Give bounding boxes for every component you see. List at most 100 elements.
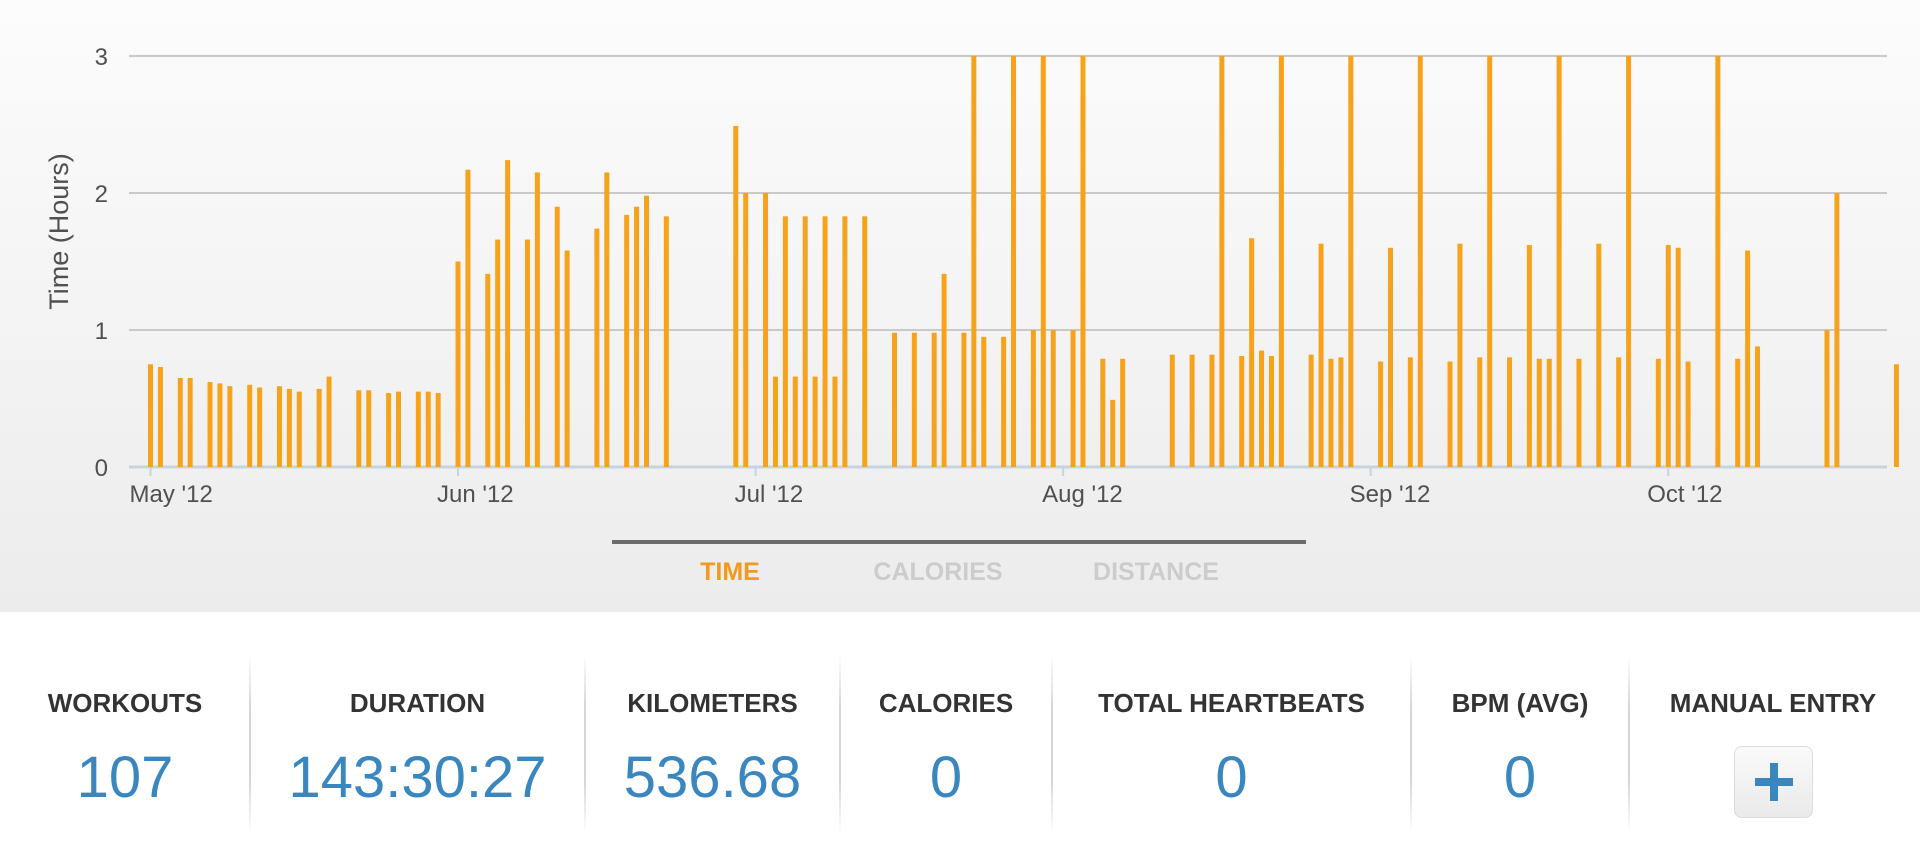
bar bbox=[495, 239, 501, 467]
bar bbox=[286, 388, 292, 467]
bar bbox=[1487, 56, 1493, 467]
bar bbox=[1259, 350, 1265, 467]
tab-calories[interactable]: CALORIES bbox=[873, 558, 1003, 586]
x-tick-label: Jun '12 bbox=[437, 481, 514, 508]
plus-icon bbox=[1754, 763, 1793, 801]
bar bbox=[564, 250, 570, 467]
y-tick-label: 1 bbox=[95, 318, 108, 345]
tab-time[interactable]: TIME bbox=[700, 558, 760, 586]
tab-indicator-bar bbox=[612, 540, 1306, 544]
bar bbox=[634, 206, 640, 467]
stat-calories: CALORIES 0 bbox=[841, 612, 1051, 843]
bar bbox=[1070, 330, 1076, 467]
manual-entry-label: MANUAL ENTRY bbox=[1669, 688, 1877, 718]
stat-bpm-avg: BPM (AVG) 0 bbox=[1412, 612, 1628, 843]
bpm-avg-value: 0 bbox=[1503, 745, 1537, 810]
stat-duration: DURATION 143:30:27 bbox=[251, 612, 584, 843]
kilometers-label: KILOMETERS bbox=[627, 688, 798, 718]
duration-label: DURATION bbox=[349, 688, 486, 718]
bar bbox=[296, 391, 302, 467]
bar bbox=[554, 206, 560, 467]
bar bbox=[624, 214, 630, 467]
stat-total-heartbeats: TOTAL HEARTBEATS 0 bbox=[1053, 612, 1410, 843]
bar bbox=[763, 193, 769, 467]
bar bbox=[1616, 357, 1622, 467]
bar bbox=[1596, 243, 1602, 467]
bar bbox=[1040, 56, 1046, 467]
bar bbox=[316, 388, 322, 467]
bar bbox=[1407, 357, 1413, 467]
bar bbox=[604, 172, 610, 467]
bar bbox=[1120, 358, 1126, 467]
bar bbox=[415, 391, 421, 467]
workouts-value: 107 bbox=[76, 745, 174, 810]
bar bbox=[1001, 336, 1007, 467]
bar bbox=[931, 332, 937, 467]
bar bbox=[485, 273, 491, 467]
bar bbox=[1556, 56, 1562, 467]
divider bbox=[249, 654, 251, 834]
bar bbox=[1030, 330, 1036, 467]
bar bbox=[1318, 243, 1324, 467]
bar bbox=[1268, 356, 1274, 467]
stats-bar: WORKOUTS 107 DURATION 143:30:27 KILOMETE… bbox=[0, 612, 1920, 843]
bar bbox=[594, 228, 600, 467]
bar bbox=[386, 393, 392, 467]
bar bbox=[1338, 357, 1344, 467]
bar bbox=[782, 216, 788, 467]
bar bbox=[822, 216, 828, 467]
workouts-label: WORKOUTS bbox=[47, 688, 203, 718]
chart-panel: 0 1 2 3 May '12 Jun '12 Jul '12 Aug '12 Sep '12 O… bbox=[0, 0, 1920, 612]
calories-value: 0 bbox=[929, 745, 963, 810]
bar bbox=[1893, 364, 1899, 467]
bar bbox=[207, 382, 213, 467]
bar bbox=[435, 393, 441, 467]
divider bbox=[1051, 654, 1053, 834]
bar bbox=[1457, 243, 1463, 467]
bar bbox=[177, 377, 183, 467]
bar bbox=[1080, 56, 1086, 467]
x-tick-label: May '12 bbox=[130, 481, 213, 508]
bar bbox=[227, 386, 233, 467]
bar bbox=[663, 216, 669, 467]
bar bbox=[1546, 358, 1552, 467]
bar bbox=[326, 376, 332, 467]
bar bbox=[1328, 358, 1334, 467]
bar bbox=[1209, 354, 1215, 467]
bar bbox=[1100, 358, 1106, 467]
stat-workouts: WORKOUTS 107 bbox=[0, 612, 250, 843]
bar bbox=[644, 195, 649, 468]
bar bbox=[247, 384, 253, 467]
bar bbox=[981, 336, 987, 467]
stat-manual-entry: MANUAL ENTRY bbox=[1630, 612, 1916, 843]
tab-distance[interactable]: DISTANCE bbox=[1093, 558, 1219, 586]
bar bbox=[1169, 354, 1175, 467]
bar bbox=[1507, 357, 1513, 467]
bar bbox=[396, 391, 401, 467]
bar bbox=[257, 387, 263, 467]
bar bbox=[1824, 330, 1830, 467]
y-axis-title: Time (Hours) bbox=[44, 153, 74, 310]
bar bbox=[1417, 56, 1423, 467]
bar bbox=[941, 273, 947, 467]
bar bbox=[812, 376, 818, 467]
bar bbox=[842, 216, 848, 467]
bar bbox=[772, 376, 778, 467]
bar bbox=[1715, 56, 1721, 467]
bar bbox=[1745, 250, 1751, 467]
stat-kilometers: KILOMETERS 536.68 bbox=[586, 612, 839, 843]
y-tick-label: 0 bbox=[95, 455, 108, 482]
bar bbox=[1655, 358, 1661, 467]
bar bbox=[187, 377, 193, 467]
bar bbox=[1011, 56, 1017, 467]
x-tick-label: Jul '12 bbox=[735, 481, 804, 508]
manual-entry-button[interactable] bbox=[1734, 746, 1813, 818]
bar bbox=[1249, 238, 1255, 467]
bpm-avg-label: BPM (AVG) bbox=[1451, 688, 1589, 718]
bar bbox=[743, 193, 749, 467]
bar bbox=[1189, 354, 1195, 467]
bar bbox=[832, 376, 838, 467]
bar bbox=[425, 391, 431, 467]
divider bbox=[1410, 654, 1412, 834]
divider bbox=[584, 654, 586, 834]
